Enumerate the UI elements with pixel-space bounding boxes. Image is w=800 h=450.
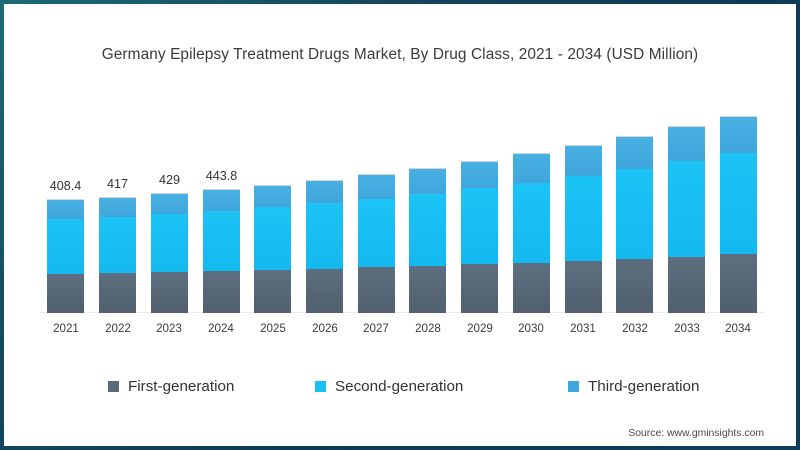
bar-segment-second-generation-2023: [151, 214, 188, 273]
legend-label-first-generation: First-generation: [128, 378, 235, 395]
bar-segment-third-generation-2027: [358, 173, 395, 199]
bar-2024[interactable]: 443.8: [203, 169, 240, 313]
chart-canvas: Germany Epilepsy Treatment Drugs Market,…: [4, 4, 796, 446]
x-tick-2024: 2024: [208, 322, 234, 335]
bar-2027[interactable]: [358, 173, 395, 313]
bar-segment-third-generation-2028: [409, 167, 446, 195]
bar-2025[interactable]: [254, 184, 291, 313]
bar-segment-second-generation-2033: [668, 161, 705, 257]
chart-title: Germany Epilepsy Treatment Drugs Market,…: [101, 46, 699, 63]
bar-segment-second-generation-2024: [203, 210, 240, 272]
bar-value-label-2021: 408.4: [49, 178, 82, 193]
bar-2029[interactable]: [461, 160, 498, 313]
bar-segment-third-generation-2024: [203, 189, 240, 211]
x-tick-2026: 2026: [312, 322, 338, 335]
bar-segment-second-generation-2021: [47, 218, 84, 274]
legend-item-second-generation[interactable]: Second-generation: [315, 378, 463, 395]
x-tick-2029: 2029: [467, 322, 493, 335]
bar-2032[interactable]: [616, 136, 653, 313]
x-tick-2028: 2028: [415, 322, 441, 335]
bar-segment-first-generation-2027: [358, 267, 395, 313]
bar-segment-third-generation-2030: [513, 153, 550, 183]
bar-2022[interactable]: 417: [99, 177, 136, 313]
x-tick-2030: 2030: [518, 322, 544, 335]
bar-segment-first-generation-2026: [306, 268, 343, 313]
bar-segment-second-generation-2032: [616, 169, 653, 259]
bar-segment-first-generation-2025: [254, 270, 291, 313]
bar-segment-third-generation-2022: [99, 196, 136, 217]
bar-segment-first-generation-2021: [47, 273, 84, 313]
bar-2028[interactable]: [409, 167, 446, 313]
bar-segment-first-generation-2031: [565, 260, 602, 313]
bar-2021[interactable]: 408.4: [47, 179, 84, 313]
legend-swatch-first-generation-icon: [108, 381, 119, 392]
bar-segment-first-generation-2032: [616, 258, 653, 313]
x-tick-2022: 2022: [105, 322, 131, 335]
bar-segment-first-generation-2029: [461, 264, 498, 313]
bar-value-label-2023: 429: [158, 173, 181, 188]
bar-2026[interactable]: [306, 179, 343, 313]
bar-segment-third-generation-2032: [616, 136, 653, 170]
bar-segment-third-generation-2029: [461, 160, 498, 189]
x-tick-2023: 2023: [156, 322, 182, 335]
legend-item-first-generation[interactable]: First-generation: [108, 378, 234, 395]
plot-area: 408.4 417 429 443.8: [40, 84, 764, 313]
legend-swatch-third-generation-icon: [568, 381, 579, 392]
bar-segment-third-generation-2021: [47, 198, 84, 219]
x-tick-2031: 2031: [570, 322, 596, 335]
chart-legend: First-generation Second-generation Third…: [4, 378, 796, 404]
legend-swatch-second-generation-icon: [315, 381, 326, 392]
x-tick-2034: 2034: [725, 322, 751, 335]
bar-segment-third-generation-2031: [565, 145, 602, 177]
bar-segment-second-generation-2028: [409, 194, 446, 267]
bar-segment-third-generation-2023: [151, 193, 188, 215]
bar-segment-third-generation-2034: [720, 116, 757, 154]
bar-segment-third-generation-2025: [254, 184, 291, 208]
bar-2034[interactable]: [720, 116, 757, 313]
bar-segment-second-generation-2027: [358, 198, 395, 268]
bar-segment-first-generation-2022: [99, 273, 136, 313]
bar-segment-third-generation-2026: [306, 179, 343, 204]
bar-segment-first-generation-2024: [203, 271, 240, 313]
legend-label-second-generation: Second-generation: [335, 378, 464, 395]
x-tick-2027: 2027: [363, 322, 389, 335]
bar-segment-second-generation-2029: [461, 188, 498, 265]
x-tick-2032: 2032: [622, 322, 648, 335]
bar-segment-first-generation-2030: [513, 262, 550, 313]
legend-item-third-generation[interactable]: Third-generation: [568, 378, 699, 395]
bar-segment-first-generation-2023: [151, 272, 188, 313]
bar-2023[interactable]: 429: [151, 173, 188, 313]
bar-2031[interactable]: [565, 145, 602, 313]
x-tick-2025: 2025: [260, 322, 286, 335]
bar-2033[interactable]: [668, 126, 705, 313]
bar-segment-second-generation-2022: [99, 216, 136, 274]
bar-segment-second-generation-2030: [513, 182, 550, 263]
x-axis-baseline: [40, 312, 764, 313]
bar-segment-second-generation-2034: [720, 153, 757, 255]
bar-segment-second-generation-2026: [306, 203, 343, 269]
bar-segment-first-generation-2034: [720, 254, 757, 313]
bar-segment-first-generation-2033: [668, 256, 705, 313]
bar-segment-second-generation-2031: [565, 176, 602, 261]
bar-value-label-2024: 443.8: [205, 169, 238, 184]
bar-segment-third-generation-2033: [668, 126, 705, 162]
bar-2030[interactable]: [513, 153, 550, 313]
x-tick-2033: 2033: [674, 322, 700, 335]
bar-value-label-2022: 417: [106, 176, 129, 191]
bar-segment-second-generation-2025: [254, 207, 291, 270]
x-tick-2021: 2021: [53, 322, 79, 335]
source-attribution: Source: www.gminsights.com: [628, 428, 764, 439]
x-axis-tick-labels: 2021 2022 2023 2024 2025 2026 2027 2028 2029 2030…: [40, 322, 764, 342]
bar-segment-first-generation-2028: [409, 266, 446, 313]
legend-label-third-generation: Third-generation: [588, 378, 700, 395]
